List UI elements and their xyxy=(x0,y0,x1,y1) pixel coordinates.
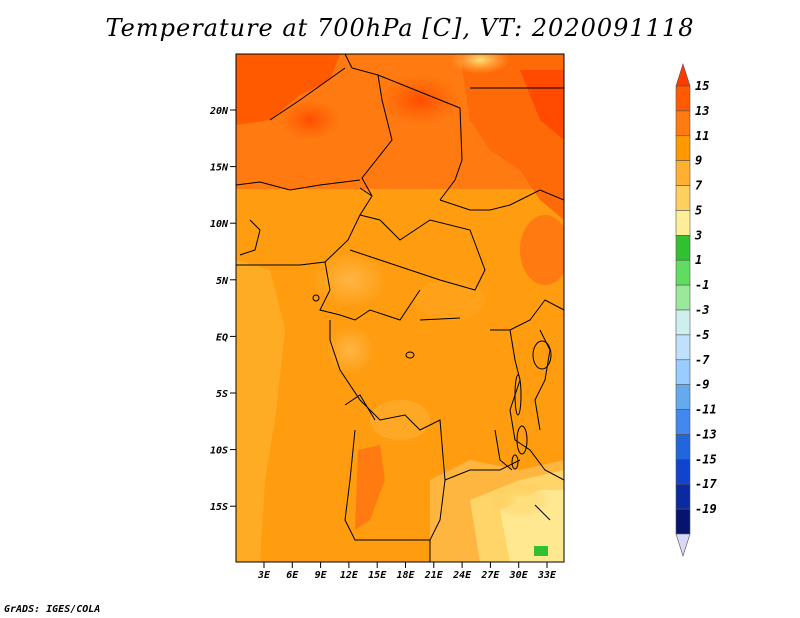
colorbar: 15 13 11 9 7 5 3 1 -1 -3 -5 -7 -9 -11 -13 -15 -17 -19 xyxy=(675,63,717,557)
colorbar-swatch xyxy=(675,483,691,510)
colorbar-label: -11 xyxy=(695,403,717,417)
colorbar-swatch xyxy=(675,85,691,112)
lon-label: 30E xyxy=(509,570,529,581)
lat-label: 5N xyxy=(216,276,229,287)
colorbar-cap-top xyxy=(675,63,691,87)
lon-label: 27E xyxy=(480,570,500,581)
colorbar-swatch xyxy=(675,185,691,211)
colorbar-label: -5 xyxy=(695,328,709,342)
colorbar-swatch xyxy=(675,434,691,460)
map-frame xyxy=(235,53,565,563)
colorbar-swatch xyxy=(675,334,691,361)
colorbar-label: 11 xyxy=(695,129,709,143)
colorbar-label: -1 xyxy=(695,278,709,292)
colorbar-label: -9 xyxy=(695,378,709,392)
colorbar-cap-bottom xyxy=(675,533,691,557)
colorbar-label: -17 xyxy=(695,477,717,491)
colorbar-swatch xyxy=(675,135,691,161)
colorbar-swatch xyxy=(675,160,691,186)
colorbar-swatch xyxy=(675,359,691,385)
colorbar-swatch xyxy=(675,459,691,485)
lat-label: 5S xyxy=(216,389,228,400)
colorbar-label: -19 xyxy=(695,502,717,516)
country-borders xyxy=(236,54,564,562)
colorbar-label: 9 xyxy=(695,154,702,168)
colorbar-label: 15 xyxy=(695,79,709,93)
colorbar-label: -15 xyxy=(695,452,717,466)
colorbar-label: 1 xyxy=(695,253,702,267)
lat-label: EQ xyxy=(216,332,228,343)
lon-label: 33E xyxy=(537,570,557,581)
lon-label: 18E xyxy=(396,570,415,581)
longitude-axis: 3E 6E 9E 12E 15E 18E 21E 24E 27E 30E 33E xyxy=(257,562,557,581)
colorbar-label: 3 xyxy=(694,228,702,242)
colorbar-label: -7 xyxy=(695,353,710,367)
lat-label: 10S xyxy=(210,446,228,457)
lat-label: 20N xyxy=(209,106,229,117)
lon-label: 24E xyxy=(452,570,472,581)
lon-label: 21E xyxy=(424,570,444,581)
lat-label: 15N xyxy=(210,163,229,174)
colorbar-label: 13 xyxy=(695,104,709,118)
lake-outlines xyxy=(312,187,552,521)
colorbar-label: 5 xyxy=(695,203,702,217)
lon-label: 15E xyxy=(368,570,387,581)
credit-label: GrADS: IGES/COLA xyxy=(4,604,101,615)
colorbar-swatch xyxy=(675,235,691,261)
lon-label: 9E xyxy=(315,570,328,581)
lat-label: 10N xyxy=(210,219,229,230)
colorbar-swatch xyxy=(675,110,691,137)
colorbar-label: 7 xyxy=(695,179,703,193)
colorbar-swatch xyxy=(675,259,691,286)
colorbar-swatch xyxy=(675,384,691,410)
colorbar-swatch xyxy=(675,508,691,535)
colorbar-swatch xyxy=(675,409,691,435)
lon-label: 6E xyxy=(286,570,299,581)
colorbar-swatch xyxy=(675,309,691,336)
temperature-field xyxy=(236,54,564,562)
colorbar-label: -3 xyxy=(695,303,709,317)
colorbar-label: -13 xyxy=(695,427,717,441)
lon-label: 12E xyxy=(340,570,359,581)
colorbar-swatch xyxy=(675,210,691,236)
latitude-axis: 20N 15N 10N 5N EQ 5S 10S 15S xyxy=(209,106,236,513)
chart-title: Temperature at 700hPa [C], VT: 202009111… xyxy=(105,14,695,42)
lat-label: 15S xyxy=(210,502,228,513)
colorbar-swatch xyxy=(675,284,691,311)
lon-label: 3E xyxy=(257,570,271,581)
